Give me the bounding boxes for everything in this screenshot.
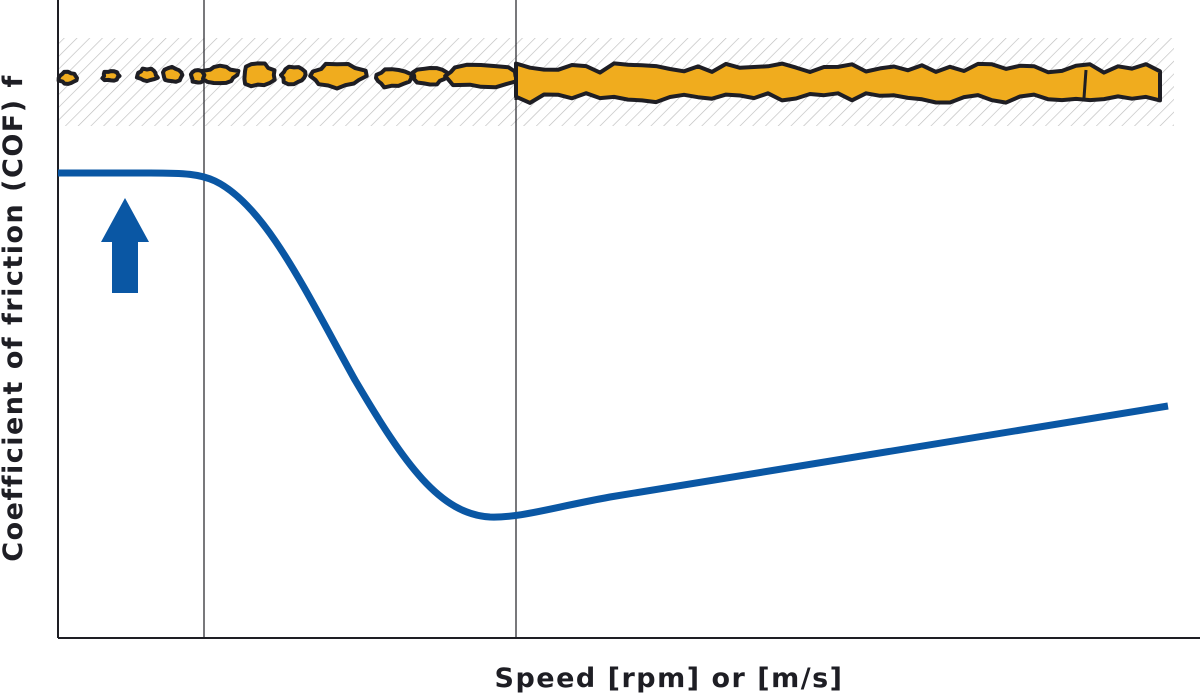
particle-10 <box>374 67 414 90</box>
film-seam-2 <box>1082 69 1088 99</box>
up-arrow-icon <box>101 198 149 293</box>
particle-8 <box>279 64 308 87</box>
particle-9 <box>308 61 369 91</box>
particle-2 <box>100 69 122 83</box>
particle-1 <box>56 69 79 86</box>
lubricant-film <box>514 61 1162 105</box>
lubricant-particles <box>56 61 1162 105</box>
y-axis-title: Coefficient of friction (COF) f <box>0 74 29 561</box>
particle-3 <box>134 66 160 84</box>
particle-4 <box>161 64 185 84</box>
particle-7 <box>242 61 277 89</box>
particle-6 <box>199 63 241 86</box>
particle-11 <box>410 66 449 87</box>
friction-curve-line <box>58 169 1169 521</box>
particle-12 <box>443 62 520 90</box>
x-axis-title: Speed [rpm] or [m/s] <box>495 663 844 694</box>
